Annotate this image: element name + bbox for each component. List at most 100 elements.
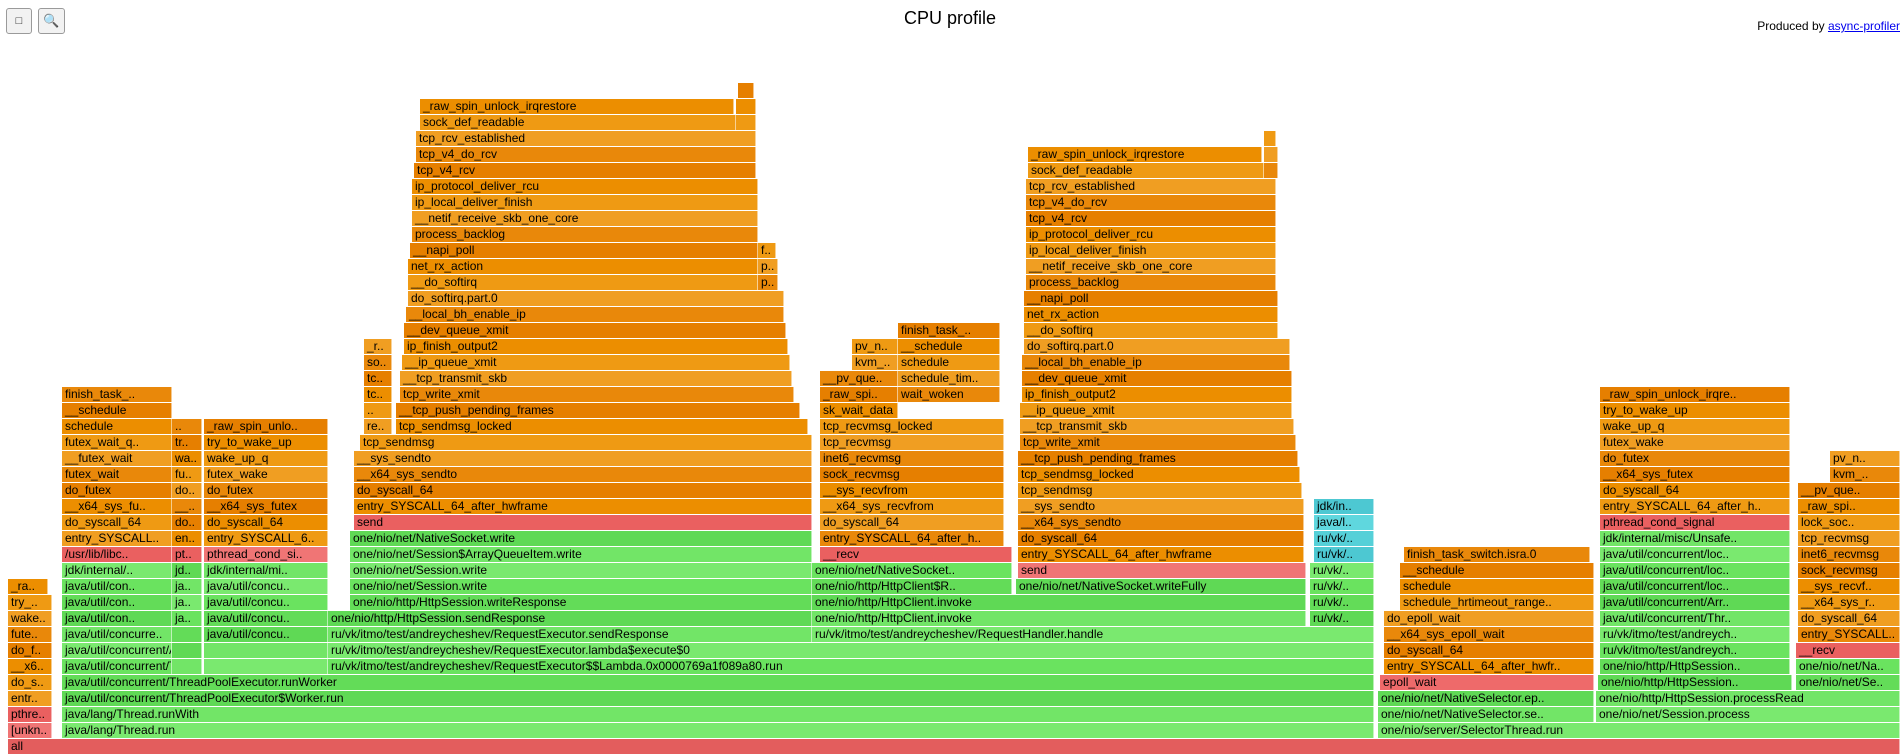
flame-frame[interactable]: schedule (1400, 579, 1594, 594)
flame-frame[interactable]: one/nio/net/Session$ArrayQueueItem.write (350, 547, 812, 562)
flame-frame[interactable]: wake_up_q (204, 451, 328, 466)
flame-frame[interactable]: one/nio/net/NativeSocket.. (812, 563, 1012, 578)
flame-frame[interactable]: ru/vk/itmo/test/andreycheshev/RequestHan… (812, 627, 1374, 642)
flame-frame[interactable]: futex_wait_q.. (62, 435, 172, 450)
flame-frame[interactable]: entry_SYSCALL_6.. (204, 531, 328, 546)
flame-frame[interactable]: sk_wait_data (820, 403, 898, 418)
flame-frame[interactable]: one/nio/http/HttpSession.writeResponse (350, 595, 812, 610)
flame-frame[interactable]: ip_finish_output2 (404, 339, 788, 354)
flame-frame[interactable] (172, 659, 202, 674)
flame-frame[interactable]: __tcp_push_pending_frames (1018, 451, 1298, 466)
flame-frame[interactable]: entry_SYSCALL_64_after_h.. (1600, 499, 1790, 514)
flame-frame[interactable]: wait_woken (898, 387, 1000, 402)
flame-frame[interactable]: __local_bh_enable_ip (406, 307, 784, 322)
flame-frame[interactable]: .. (172, 419, 202, 434)
flame-frame[interactable]: one/nio/http/HttpClient.invoke (812, 611, 1306, 626)
flame-frame[interactable]: entry_SYSCALL_64_after_hwframe (354, 499, 812, 514)
flame-frame[interactable]: java/util/concurrent/ArrayBlockingQ.. (62, 643, 172, 658)
flame-frame[interactable]: inet6_recvmsg (1798, 547, 1900, 562)
flame-frame[interactable]: tcp_v4_do_rcv (416, 147, 756, 162)
flame-frame[interactable]: pthread_cond_si.. (204, 547, 328, 562)
flame-frame[interactable]: do_softirq.part.0 (408, 291, 784, 306)
flame-frame[interactable]: one/nio/http/HttpSession.. (1600, 659, 1790, 674)
reverse-button[interactable]: □ (6, 8, 32, 34)
flame-frame[interactable]: _raw_spi.. (820, 387, 898, 402)
flame-frame[interactable] (172, 643, 202, 658)
flame-frame[interactable]: do_syscall_64 (1018, 531, 1304, 546)
flame-frame[interactable]: ip_finish_output2 (1022, 387, 1292, 402)
flame-frame[interactable]: __tcp_transmit_skb (400, 371, 792, 386)
flame-frame[interactable] (736, 99, 756, 114)
flame-frame[interactable]: schedule_hrtimeout_range.. (1400, 595, 1594, 610)
flame-frame[interactable]: do.. (172, 515, 202, 530)
flame-frame[interactable]: __schedule (1400, 563, 1594, 578)
flame-frame[interactable]: wake.. (8, 611, 52, 626)
flame-frame[interactable]: one/nio/http/HttpSession.processRead (1596, 691, 1900, 706)
flame-frame[interactable]: __x64_sys_recvfrom (820, 499, 1004, 514)
flame-frame[interactable]: ru/vk/itmo/test/andreycheshev/RequestExe… (328, 627, 812, 642)
flame-frame[interactable]: all (8, 739, 1900, 754)
flame-frame[interactable]: __recv (820, 547, 1012, 562)
flame-frame[interactable]: _r.. (364, 339, 392, 354)
flame-frame[interactable]: tcp_recvmsg_locked (820, 419, 1004, 434)
flame-frame[interactable]: [unkn.. (8, 723, 52, 738)
flame-frame[interactable]: re.. (364, 419, 392, 434)
flame-frame[interactable]: one/nio/net/Na.. (1796, 659, 1900, 674)
flame-frame[interactable]: ja.. (172, 595, 202, 610)
flame-frame[interactable]: one/nio/http/HttpClient.invoke (812, 595, 1306, 610)
flame-frame[interactable]: process_backlog (412, 227, 758, 242)
flame-frame[interactable]: .. (364, 403, 392, 418)
flame-frame[interactable]: jdk/in.. (1314, 499, 1374, 514)
flame-frame[interactable]: /usr/lib/libc.. (62, 547, 172, 562)
flame-frame[interactable]: inet6_recvmsg (820, 451, 1004, 466)
flame-frame[interactable]: try_to_wake_up (1600, 403, 1790, 418)
flame-frame[interactable]: __tcp_transmit_skb (1020, 419, 1294, 434)
flame-frame[interactable]: tcp_write_xmit (1020, 435, 1296, 450)
flame-frame[interactable]: tr.. (172, 435, 202, 450)
flame-frame[interactable]: ru/vk/itmo/test/andreych.. (1600, 627, 1790, 642)
flame-frame[interactable]: jdk/internal/mi.. (204, 563, 328, 578)
flame-frame[interactable]: finish_task_.. (62, 387, 172, 402)
flame-frame[interactable]: tc.. (364, 371, 392, 386)
flame-frame[interactable]: __sys_sendto (354, 451, 812, 466)
flame-frame[interactable]: epoll_wait (1380, 675, 1594, 690)
flame-frame[interactable]: tcp_rcv_established (1026, 179, 1276, 194)
flame-frame[interactable]: do_futex (1600, 451, 1790, 466)
flame-frame[interactable]: jdk/internal/.. (62, 563, 172, 578)
flame-frame[interactable]: entry_SYSCALL.. (1798, 627, 1900, 642)
flame-frame[interactable]: schedule_tim.. (898, 371, 1000, 386)
flame-frame[interactable]: ip_protocol_deliver_rcu (1026, 227, 1276, 242)
flame-frame[interactable]: do_syscall_64 (354, 483, 812, 498)
flame-frame[interactable]: ru/vk/.. (1310, 595, 1374, 610)
flame-frame[interactable]: tcp_sendmsg_locked (396, 419, 808, 434)
flame-frame[interactable]: one/nio/net/NativeSelector.se.. (1378, 707, 1594, 722)
flame-frame[interactable]: one/nio/http/HttpSession.sendResponse (328, 611, 812, 626)
flame-frame[interactable]: p.. (758, 275, 778, 290)
flame-frame[interactable]: net_rx_action (1024, 307, 1278, 322)
flame-frame[interactable]: __.. (172, 499, 202, 514)
flame-frame[interactable]: schedule (898, 355, 1000, 370)
flame-frame[interactable] (1264, 131, 1276, 146)
flame-frame[interactable]: futex_wake (204, 467, 328, 482)
flame-frame[interactable]: java/util/concu.. (204, 611, 328, 626)
flame-frame[interactable]: entry_SYSCALL_64_after_hwframe (1018, 547, 1304, 562)
flame-frame[interactable]: process_backlog (1026, 275, 1276, 290)
flame-frame[interactable]: jdk/internal/misc/Unsafe.. (1600, 531, 1790, 546)
flame-frame[interactable]: send (1018, 563, 1306, 578)
flame-frame[interactable]: schedule (62, 419, 172, 434)
flame-frame[interactable]: __x6.. (8, 659, 52, 674)
flame-frame[interactable]: jd.. (172, 563, 202, 578)
flame-frame[interactable]: java/util/concu.. (204, 595, 328, 610)
flame-frame[interactable]: tcp_sendmsg (1018, 483, 1302, 498)
flame-frame[interactable]: finish_task_switch.isra.0 (1404, 547, 1590, 562)
flame-frame[interactable]: __dev_queue_xmit (1022, 371, 1292, 386)
flame-frame[interactable]: tcp_v4_rcv (414, 163, 756, 178)
flame-frame[interactable]: java/util/con.. (62, 595, 172, 610)
flame-frame[interactable]: do_syscall_64 (820, 515, 1004, 530)
flame-frame[interactable]: tcp_recvmsg (1798, 531, 1900, 546)
flame-frame[interactable]: _ra.. (8, 579, 48, 594)
flame-frame[interactable] (736, 115, 756, 130)
flame-frame[interactable]: ru/vk/.. (1310, 611, 1374, 626)
flame-frame[interactable] (1264, 163, 1278, 178)
flame-frame[interactable]: __netif_receive_skb_one_core (412, 211, 758, 226)
